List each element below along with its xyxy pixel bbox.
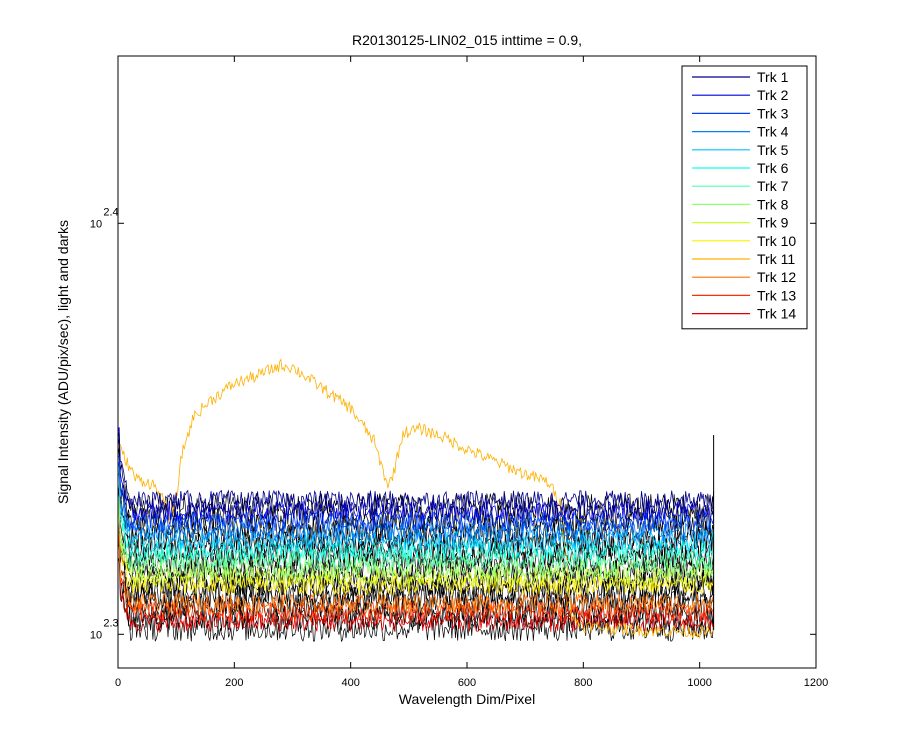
series-line-trk-7	[117, 485, 714, 571]
series-line-trk-2	[117, 427, 714, 522]
series-line-trk-11	[117, 358, 714, 640]
legend-label: Trk 4	[757, 124, 789, 140]
series-line-trk-6	[117, 470, 714, 562]
series-line-trk-8	[117, 496, 714, 580]
legend: Trk 1 Trk 2 Trk 3 Trk 4 Trk 5 Trk 6 Trk 7 Trk 8…	[681, 65, 808, 330]
legend-label: Trk 5	[757, 142, 789, 158]
legend-label: Trk 9	[757, 215, 789, 231]
x-tick-label: 1200	[804, 677, 828, 689]
series-line-trk-9	[117, 498, 714, 588]
x-tick-label: 1000	[687, 677, 711, 689]
chart-title: R20130125-LIN02_015 inttime = 0.9,	[352, 32, 582, 48]
legend-label: Trk 7	[757, 178, 789, 194]
data-layer	[117, 358, 715, 643]
x-tick-label: 200	[225, 677, 243, 689]
legend-label: Trk 11	[757, 251, 795, 267]
x-tick-label: 400	[341, 677, 359, 689]
legend-label: Trk 10	[757, 233, 796, 249]
legend-label: Trk 1	[757, 69, 789, 85]
series-line-trk-12	[117, 520, 714, 615]
legend-label: Trk 14	[757, 306, 796, 322]
y-tick-label-exponent: 2.3	[103, 617, 118, 629]
series-line-trk-13	[117, 533, 714, 622]
legend-box	[681, 65, 808, 330]
x-tick-label: 0	[115, 677, 121, 689]
legend-label: Trk 2	[757, 87, 789, 103]
y-tick-label-base: 10	[90, 218, 102, 230]
x-tick-label: 600	[458, 677, 476, 689]
dark-trace-10	[117, 511, 714, 605]
legend-label: Trk 13	[757, 287, 796, 303]
series-line-trk-1	[117, 432, 714, 512]
y-tick-label-exponent: 2.4	[103, 206, 118, 218]
legend-label: Trk 3	[757, 105, 789, 121]
series-line-trk-3	[117, 455, 714, 532]
legend-label: Trk 6	[757, 160, 789, 176]
y-axis-label: Signal Intensity (ADU/pix/sec), light an…	[55, 220, 71, 504]
x-axis-label: Wavelength Dim/Pixel	[399, 691, 535, 707]
y-tick-label-base: 10	[90, 629, 102, 641]
x-tick-label: 800	[574, 677, 592, 689]
legend-label: Trk 12	[757, 269, 796, 285]
series-line-trk-14	[117, 538, 714, 632]
legend-label: Trk 8	[757, 196, 789, 212]
